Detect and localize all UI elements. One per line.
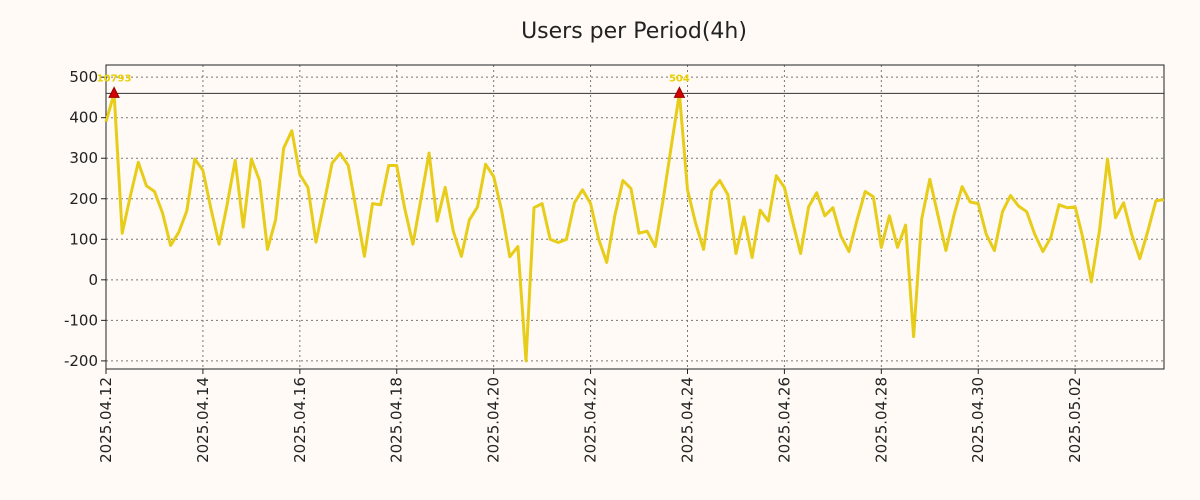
x-tick-label: 2025.04.22 — [582, 377, 600, 463]
x-tick-label: 2025.04.20 — [485, 377, 503, 463]
peak-marker — [108, 86, 120, 98]
x-tick-label: 2025.04.18 — [388, 377, 406, 463]
annotations: 10793 504 — [97, 73, 690, 98]
plot-frame — [105, 64, 1165, 370]
x-tick-label: 2025.04.30 — [969, 377, 987, 463]
y-tick-label: -200 — [64, 352, 98, 370]
series-line — [104, 91, 1165, 363]
chart-title: Users per Period(4h) — [521, 19, 747, 44]
series-layer — [104, 91, 1165, 363]
x-tick-label: 2025.04.12 — [97, 377, 115, 463]
y-tick-label: 400 — [69, 109, 98, 127]
peak-label: 504 — [669, 73, 690, 84]
y-tick-label: 300 — [69, 149, 98, 167]
x-axis: 2025.04.12 2025.04.14 2025.04.16 2025.04.18… — [97, 369, 1084, 463]
y-axis: -200 -100 0 100 200 300 400 500 — [64, 68, 106, 370]
y-tick-label: 500 — [69, 68, 98, 86]
y-tick-label: 100 — [69, 230, 98, 248]
x-tick-label: 2025.04.16 — [291, 377, 309, 463]
x-tick-label: 2025.05.02 — [1066, 377, 1084, 463]
x-tick-label: 2025.04.28 — [872, 377, 890, 463]
y-tick-label: -100 — [64, 311, 98, 329]
x-tick-label: 2025.04.24 — [678, 377, 696, 463]
x-tick-label: 2025.04.14 — [194, 377, 212, 463]
peak-marker — [673, 86, 686, 98]
y-tick-label: 0 — [88, 271, 98, 289]
peak-label: 10793 — [97, 73, 132, 84]
y-tick-label: 200 — [69, 190, 98, 208]
x-tick-label: 2025.04.26 — [775, 377, 793, 463]
